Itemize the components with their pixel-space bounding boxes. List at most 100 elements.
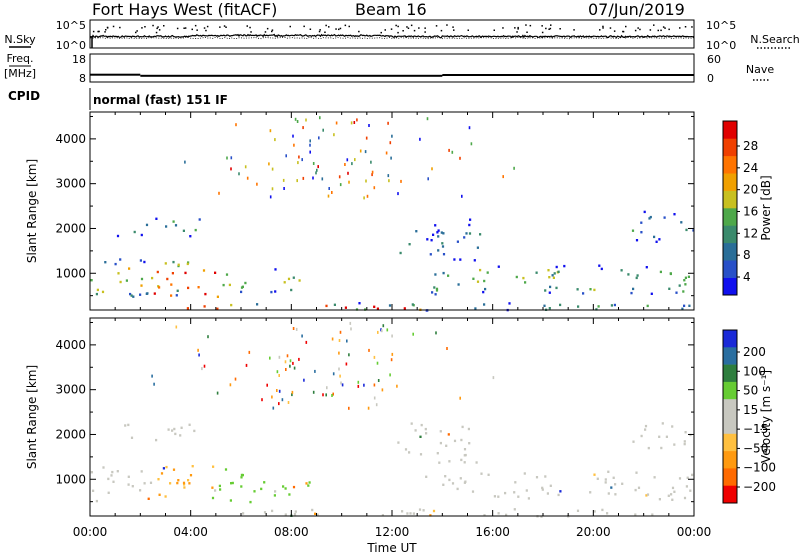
power-sparse-echo bbox=[331, 191, 333, 194]
velocity-colorbar-title: Velocity [m s⁻¹] bbox=[759, 370, 773, 463]
xtick-label: 20:00 bbox=[576, 525, 611, 539]
velocity-sparse-echo bbox=[338, 367, 340, 371]
noise-panel: 10^5 10^0 10^5 10^0 N.Sky N.Search bbox=[4, 19, 799, 52]
velocity-range-gate bbox=[165, 465, 168, 469]
noise-spike-dot bbox=[516, 31, 518, 33]
velocity-sparse-echo bbox=[357, 380, 360, 384]
power-range-gate bbox=[437, 229, 440, 232]
velocity-sparse-echo bbox=[291, 390, 294, 394]
noise-spike-dot bbox=[653, 24, 655, 26]
noise-spike-dot bbox=[158, 29, 161, 31]
velocity-sparse-echo bbox=[391, 352, 394, 356]
velocity-colorbar-label: −100 bbox=[743, 461, 776, 475]
power-range-gate bbox=[408, 243, 411, 246]
noise-spike-dot bbox=[529, 24, 532, 27]
power-range-gate bbox=[645, 266, 648, 269]
noise-spike-dot bbox=[380, 31, 382, 34]
power-sparse-echo bbox=[502, 175, 504, 179]
power-range-gate bbox=[442, 253, 446, 256]
power-range-gate bbox=[165, 225, 168, 228]
power-range-gate bbox=[683, 304, 686, 307]
power-range-gate bbox=[658, 238, 661, 241]
velocity-sparse-echo bbox=[339, 330, 342, 334]
velocity-range-gate bbox=[241, 473, 244, 477]
power-sparse-echo bbox=[365, 136, 368, 140]
velocity-range-gate bbox=[157, 478, 160, 481]
power-range-gate bbox=[552, 276, 555, 279]
velocity-sparse-echo bbox=[284, 360, 287, 364]
power-sparse-echo bbox=[368, 124, 370, 127]
cpid-text: normal (fast) 151 IF bbox=[93, 93, 228, 107]
xtick-label: 16:00 bbox=[475, 525, 510, 539]
velocity-range-gate bbox=[651, 513, 654, 516]
velocity-range-gate bbox=[461, 425, 464, 429]
velocity-colorbar-label: −200 bbox=[743, 480, 776, 494]
power-range-gate bbox=[184, 271, 187, 275]
power-colorbar-cell bbox=[723, 138, 737, 157]
power-colorbar-label: 20 bbox=[743, 183, 758, 197]
velocity-range-gate bbox=[544, 475, 547, 478]
power-range-gate bbox=[415, 230, 418, 233]
velocity-range-gate bbox=[422, 509, 425, 512]
power-sparse-echo bbox=[274, 138, 276, 142]
cpid-row: CPID normal (fast) 151 IF bbox=[8, 88, 228, 110]
power-sparse-echo bbox=[317, 165, 319, 169]
power-sparse-echo bbox=[391, 134, 393, 138]
power-range-gate bbox=[469, 218, 472, 221]
noise-spike-dot bbox=[156, 27, 158, 30]
power-range-gate bbox=[203, 305, 206, 308]
power-range-gate bbox=[156, 270, 159, 274]
velocity-range-gate bbox=[240, 476, 243, 479]
power-range-gate bbox=[648, 217, 651, 220]
power-range-gate bbox=[274, 290, 277, 293]
velocity-range-gate bbox=[535, 476, 539, 479]
noise-spike-dot bbox=[649, 29, 652, 31]
power-sparse-echo bbox=[268, 162, 270, 166]
noise-spike-dot bbox=[395, 24, 397, 27]
power-sparse-echo bbox=[388, 179, 390, 183]
velocity-colorbar-cell bbox=[723, 381, 737, 400]
velocity-sparse-echo bbox=[287, 401, 290, 404]
velocity-range-gate bbox=[424, 427, 427, 431]
noise-spike-dot bbox=[684, 26, 687, 28]
velocity-range-gate bbox=[634, 488, 637, 492]
power-range-gate bbox=[643, 210, 646, 214]
power-range-gate bbox=[593, 288, 596, 292]
power-sparse-echo bbox=[309, 143, 311, 147]
power-range-gate bbox=[497, 265, 500, 268]
power-range-gate bbox=[597, 305, 600, 308]
velocity-range-gate bbox=[607, 492, 610, 495]
velocity-colorbar-label: 50 bbox=[743, 384, 758, 398]
velocity-range-gate bbox=[432, 509, 436, 513]
power-range-gate bbox=[186, 262, 189, 266]
power-sparse-echo bbox=[230, 156, 233, 160]
velocity-range-gate bbox=[219, 488, 222, 491]
velocity-range-gate bbox=[678, 477, 682, 480]
velocity-range-gate bbox=[288, 493, 291, 496]
power-sparse-echo bbox=[338, 175, 341, 179]
velocity-sparse-echo bbox=[271, 395, 273, 399]
velocity-range-gate bbox=[541, 488, 544, 491]
velocity-range-gate bbox=[92, 489, 95, 492]
power-sparse-echo bbox=[238, 172, 240, 176]
velocity-sparse-echo bbox=[412, 332, 414, 336]
power-sparse-echo bbox=[318, 136, 320, 140]
velocity-range-gate bbox=[653, 476, 656, 479]
power-range-gate bbox=[145, 292, 148, 295]
power-range-gate bbox=[479, 233, 482, 236]
power-range-gate bbox=[543, 304, 546, 307]
velocity-sparse-echo bbox=[286, 354, 289, 358]
noise-spike-dot bbox=[335, 28, 337, 30]
power-range-gate bbox=[90, 279, 93, 282]
velocity-range-gate bbox=[229, 499, 232, 502]
velocity-sparse-echo bbox=[266, 383, 268, 387]
velocity-range-gate bbox=[463, 454, 466, 457]
noise-spike-dot bbox=[525, 24, 527, 26]
power-range-gate bbox=[548, 307, 551, 310]
velocity-range-gate bbox=[647, 446, 650, 450]
beam-label: Beam 16 bbox=[355, 0, 427, 19]
power-sparse-echo bbox=[344, 163, 346, 166]
power-range-gate bbox=[681, 307, 684, 310]
power-sparse-echo bbox=[269, 129, 272, 133]
